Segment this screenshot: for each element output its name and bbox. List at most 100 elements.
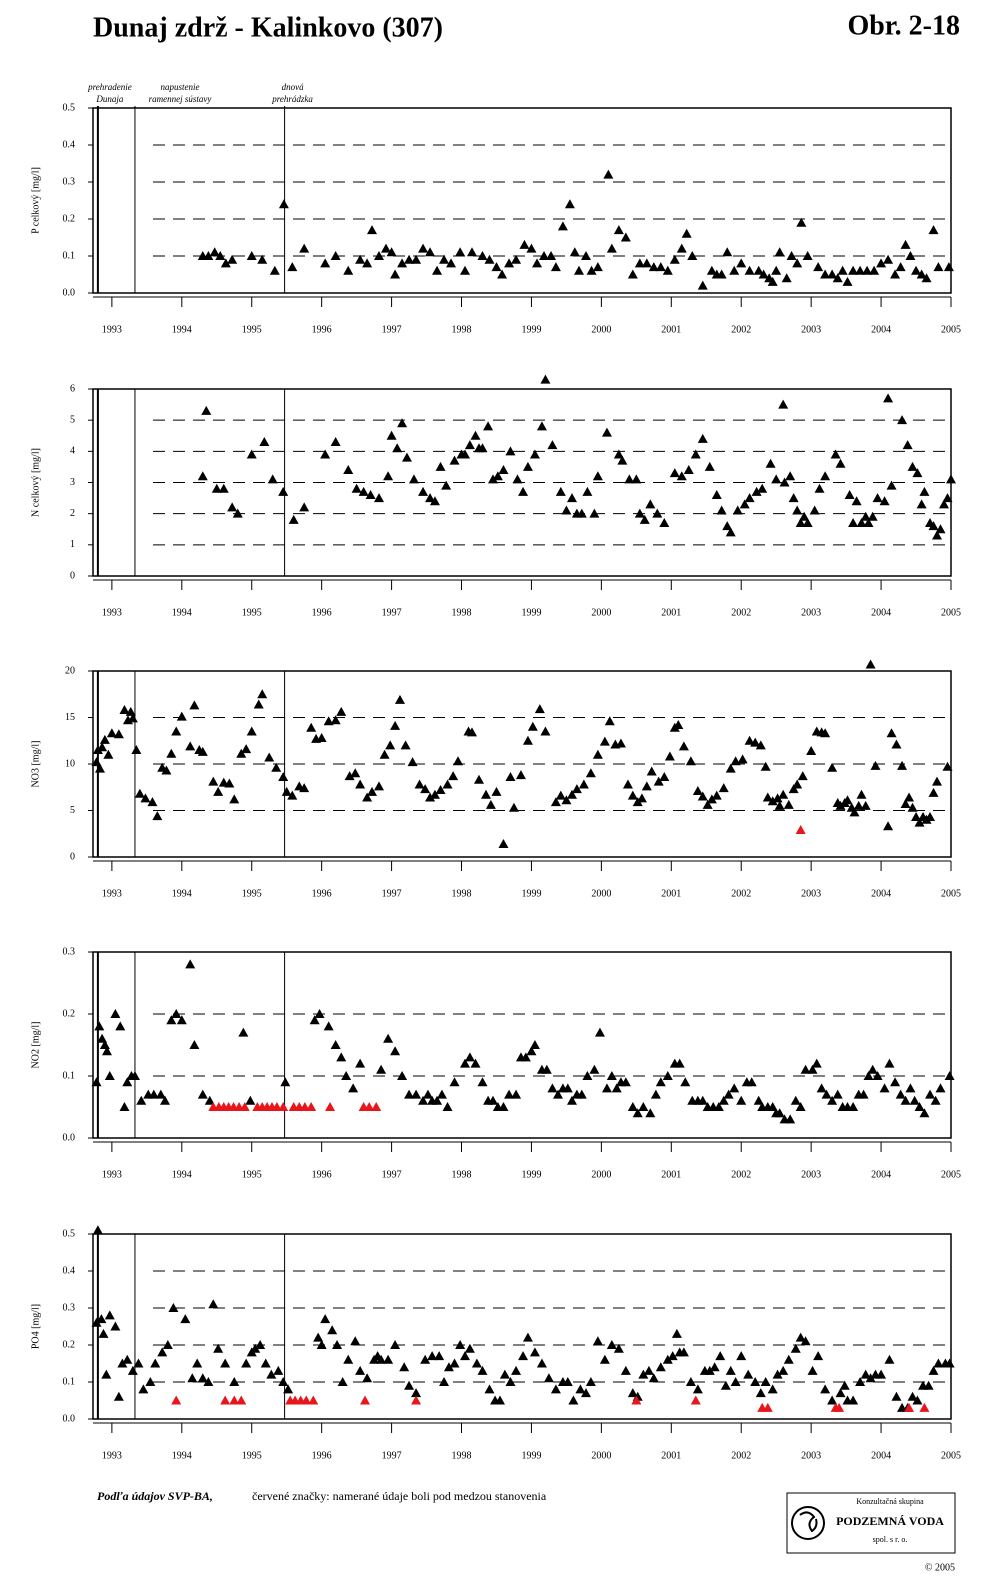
data-point [343, 1354, 354, 1364]
data-point [278, 1377, 289, 1386]
data-point [355, 1365, 366, 1375]
data-point [460, 265, 471, 275]
data-point [561, 795, 572, 805]
data-point [189, 700, 200, 710]
data-point [385, 740, 396, 750]
data-point [250, 1343, 261, 1353]
data-point [928, 1365, 939, 1375]
data-point [606, 1340, 617, 1349]
y-tick-label: 0.1 [63, 1376, 76, 1387]
y-axis-label: PO4 [mg/l] [30, 1304, 41, 1349]
data-point [127, 1365, 138, 1375]
data-point [863, 518, 874, 528]
data-point [690, 1395, 701, 1405]
data-point [376, 1064, 387, 1074]
data-point [785, 471, 796, 481]
data-point [484, 254, 495, 264]
data-point [786, 251, 797, 260]
data-point [374, 781, 384, 791]
event-label: prehradenie [87, 82, 132, 92]
data-point [912, 1395, 923, 1405]
x-tick-label: 2002 [731, 324, 751, 335]
data-point [760, 1377, 771, 1386]
data-point [645, 1108, 656, 1118]
data-point [376, 1354, 387, 1364]
x-tick-label: 1993 [102, 888, 122, 899]
x-tick-label: 2002 [731, 1169, 751, 1180]
data-point [138, 1384, 149, 1394]
footer-source: Podľa údajov SVP-BA, [97, 1489, 213, 1503]
data-point [902, 440, 913, 450]
x-tick-label: 1994 [172, 1450, 192, 1461]
data-point [96, 1314, 107, 1324]
data-point [751, 486, 762, 496]
data-point [837, 265, 848, 275]
data-point [697, 280, 708, 290]
data-point [905, 1083, 916, 1093]
data-point [753, 265, 764, 275]
data-point [758, 269, 769, 279]
data-point [99, 1040, 110, 1049]
data-point [890, 269, 901, 279]
data-point [499, 1369, 510, 1379]
data-point [453, 756, 464, 766]
data-point [582, 1071, 593, 1080]
data-point [907, 1391, 918, 1401]
y-axis-label: NO2 [mg/l] [30, 1022, 41, 1069]
data-point [765, 458, 776, 468]
data-point [301, 1395, 312, 1405]
data-point [886, 728, 897, 738]
data-point [236, 748, 247, 758]
y-tick-label: 0.3 [63, 176, 76, 187]
data-point [160, 1095, 171, 1105]
data-point [337, 1377, 348, 1386]
data-point [316, 732, 327, 742]
data-point [718, 1095, 729, 1105]
data-point [171, 726, 182, 736]
data-point [697, 791, 708, 801]
data-point [683, 465, 694, 475]
data-point [664, 751, 675, 761]
data-point [341, 1071, 352, 1080]
data-point [131, 745, 142, 755]
data-point [550, 797, 561, 807]
data-point [101, 1369, 112, 1379]
data-point [753, 1095, 764, 1105]
data-point [94, 763, 105, 773]
data-point [634, 258, 645, 268]
data-point [706, 794, 717, 804]
data-point [569, 247, 580, 257]
data-point [853, 800, 864, 810]
data-point [529, 449, 540, 459]
data-point [422, 1089, 433, 1099]
data-point [571, 784, 582, 794]
x-tick-label: 1993 [102, 607, 122, 618]
data-point [162, 1340, 173, 1349]
data-point [603, 169, 614, 179]
data-point [355, 254, 366, 264]
data-point [638, 1369, 649, 1379]
data-point [520, 1052, 531, 1062]
data-point [446, 258, 457, 268]
x-tick-label: 1997 [382, 607, 402, 618]
data-point [211, 483, 222, 493]
data-point [916, 269, 927, 279]
x-tick-label: 2000 [591, 324, 611, 335]
data-point [928, 521, 939, 531]
data-point [783, 799, 794, 809]
data-point [281, 786, 292, 796]
data-point [505, 1377, 516, 1386]
data-point [404, 1380, 415, 1390]
data-point [643, 1365, 654, 1375]
data-point [487, 1095, 498, 1105]
data-point [662, 1071, 673, 1080]
data-point [928, 787, 939, 797]
data-point [246, 251, 257, 260]
data-point [526, 243, 537, 253]
y-tick-label: 5 [70, 805, 75, 816]
data-point [891, 739, 902, 749]
data-point [470, 1058, 481, 1068]
data-point [613, 1343, 624, 1353]
y-tick-label: 0.0 [63, 287, 76, 298]
x-tick-label: 2003 [801, 324, 821, 335]
